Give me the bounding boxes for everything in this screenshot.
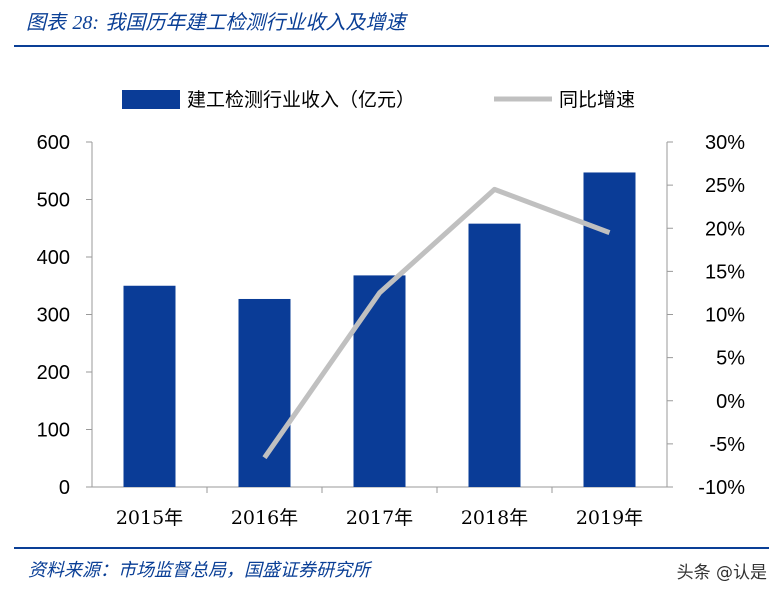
left-tick-label: 300 — [37, 305, 70, 327]
revenue-bar — [468, 223, 521, 487]
figure-title-number: 28: — [72, 12, 100, 34]
right-tick-label: 30% — [705, 132, 745, 154]
watermark: 头条 @认是 — [676, 563, 767, 583]
left-tick-label: 100 — [37, 420, 70, 442]
left-tick-label: 400 — [37, 247, 70, 269]
top-divider — [14, 45, 769, 47]
plot-area: 0 100 200 300 400 500 600 -10% -5% 0% 5% 10% 15% 20% 2… — [37, 89, 746, 529]
right-tick-label: -5% — [709, 434, 745, 456]
x-tick-label: 2019年 — [576, 507, 643, 529]
right-tick-label: 15% — [705, 261, 745, 283]
x-tick-label: 2017年 — [346, 507, 413, 529]
x-tick-label: 2015年 — [116, 507, 183, 529]
left-tick-label: 500 — [37, 190, 70, 212]
bottom-divider — [14, 547, 769, 549]
legend-bar-swatch — [122, 90, 180, 109]
left-tick-label: 600 — [37, 132, 70, 154]
revenue-bar — [583, 172, 636, 487]
figure-title: 图表 28: 我国历年建工检测行业收入及增速 — [26, 6, 405, 35]
right-tick-label: 5% — [716, 348, 745, 370]
source-note: 资料来源：市场监督总局，国盛证券研究所 — [28, 560, 370, 581]
revenue-bar — [238, 298, 291, 487]
right-tick-label: 25% — [705, 175, 745, 197]
revenue-bar — [353, 275, 406, 487]
x-tick-label: 2018年 — [461, 507, 528, 529]
right-tick-label: -10% — [698, 477, 745, 499]
left-tick-label: 200 — [37, 362, 70, 384]
revenue-bar — [123, 285, 176, 487]
left-tick-label: 0 — [59, 477, 70, 499]
legend-line-label: 同比增速 — [559, 89, 635, 111]
figure-title-prefix: 图表 — [26, 10, 66, 34]
right-tick-label: 10% — [705, 305, 745, 327]
right-tick-label: 20% — [705, 218, 745, 240]
legend-bar-label: 建工检测行业收入（亿元） — [187, 89, 415, 111]
right-tick-label: 0% — [716, 391, 745, 413]
figure-title-text: 我国历年建工检测行业收入及增速 — [105, 10, 406, 34]
x-tick-label: 2016年 — [231, 507, 298, 529]
growth-rate-line — [262, 186, 611, 460]
